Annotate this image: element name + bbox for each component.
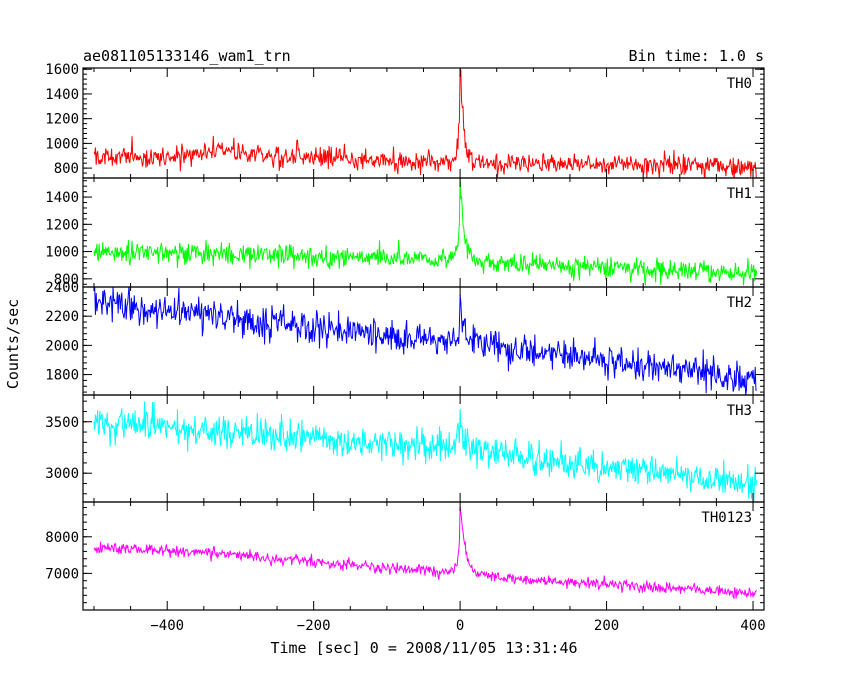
y-tick-label: 2000 <box>45 338 79 354</box>
y-tick-label: 7000 <box>45 566 79 582</box>
x-tick-label: 400 <box>740 618 765 634</box>
y-axis-title: Counts/sec <box>4 299 22 389</box>
y-tick-label: 1800 <box>45 368 79 384</box>
y-tick-label: 3000 <box>45 466 79 482</box>
x-tick-label: −400 <box>150 618 184 634</box>
y-tick-label: 1000 <box>45 245 79 261</box>
series-line-th0 <box>93 68 757 178</box>
panel-label: TH0 <box>727 76 752 92</box>
y-tick-label: 1200 <box>45 112 79 128</box>
series-line-th0123 <box>93 506 758 600</box>
y-tick-label: 1200 <box>45 217 79 233</box>
series-line-th3 <box>93 401 758 502</box>
panels: TH0 800 1000 1200 1400 1600 TH1 800 1000 1200 1400… <box>45 62 765 611</box>
chart-title: ae081105133146_wam1_trn <box>83 47 291 65</box>
y-tick-label: 3500 <box>45 415 79 431</box>
y-tick-label: 1400 <box>45 190 79 206</box>
panel-label: TH2 <box>727 295 752 311</box>
y-tick-label: 2200 <box>45 309 79 325</box>
y-tick-label: 800 <box>54 272 79 288</box>
series-line-th2 <box>93 287 757 395</box>
panel-th1: TH1 800 1000 1200 1400 <box>45 177 765 288</box>
y-tick-label: 800 <box>54 161 79 177</box>
x-axis-title: Time [sec] 0 = 2008/11/05 13:31:46 <box>270 639 577 657</box>
series-line-th1 <box>93 178 758 286</box>
panel-frame <box>82 501 765 611</box>
x-axis: −400 −200 0 200 400 <box>150 618 765 634</box>
x-tick-label: −200 <box>297 618 331 634</box>
y-tick-label: 2400 <box>45 280 79 296</box>
x-tick-label: 0 <box>456 618 464 634</box>
panel-th0123: TH0123 7000 8000 <box>45 501 765 611</box>
x-tick-label: 200 <box>594 618 619 634</box>
y-tick-label: 8000 <box>45 530 79 546</box>
y-tick-label: 1600 <box>45 62 79 78</box>
bin-time-label: Bin time: 1.0 s <box>629 47 764 65</box>
panel-th3: TH3 3000 3500 <box>45 394 765 503</box>
panel-th0: TH0 800 1000 1200 1400 1600 <box>45 62 765 179</box>
panel-label: TH0123 <box>701 510 752 526</box>
panel-label: TH3 <box>727 403 752 419</box>
y-tick-label: 1000 <box>45 136 79 152</box>
y-tick-label: 1400 <box>45 87 79 103</box>
panel-label: TH1 <box>727 186 752 202</box>
panel-th2: TH2 1800 2000 2200 2400 <box>45 280 765 396</box>
